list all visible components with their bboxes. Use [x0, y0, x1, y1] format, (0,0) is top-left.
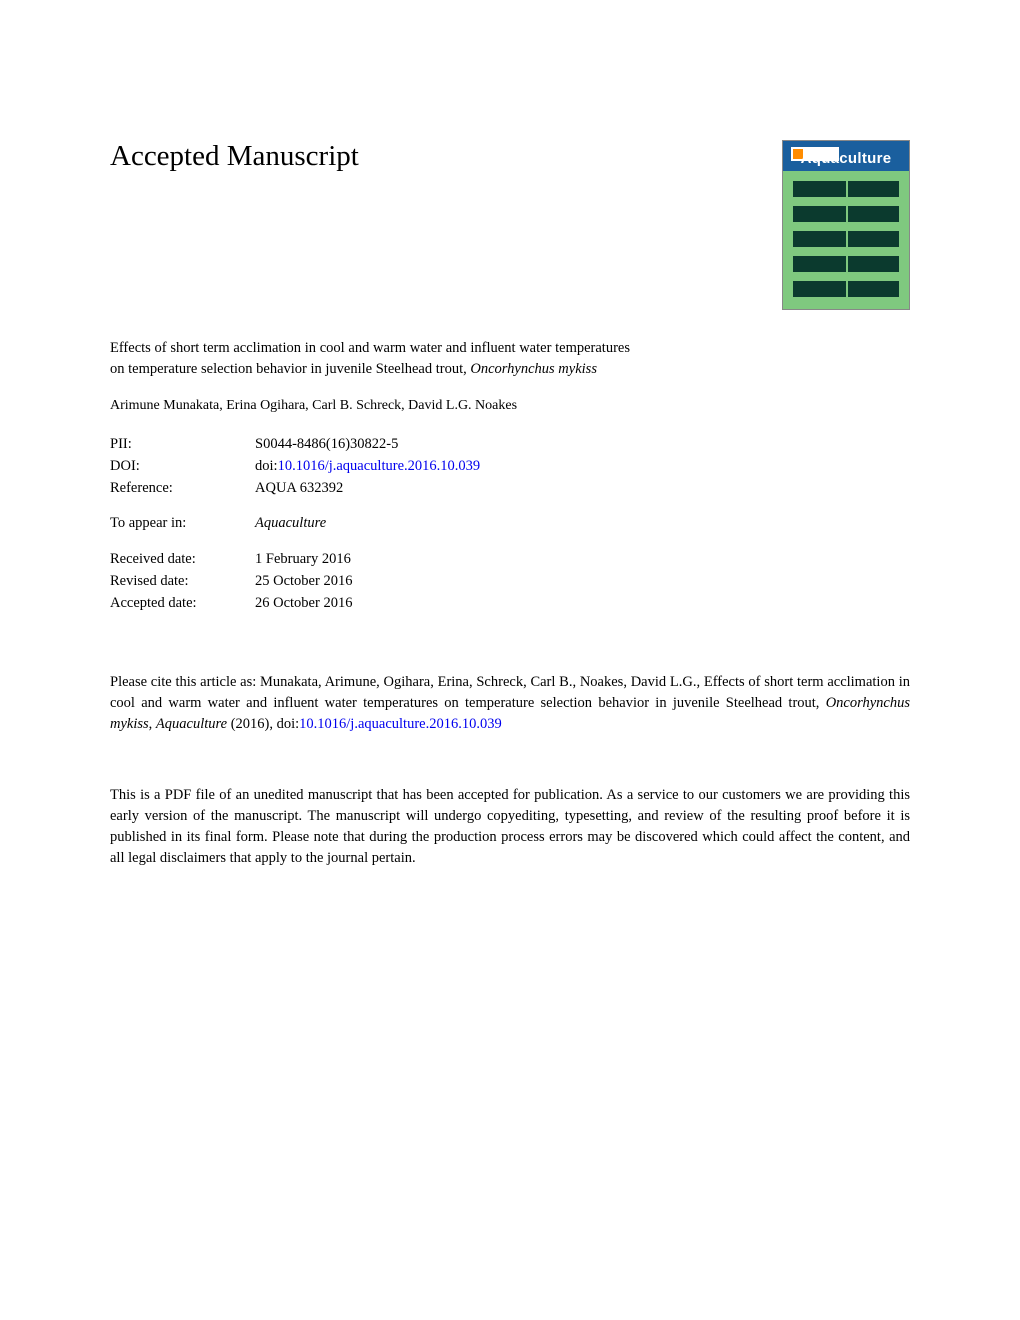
meta-row-received: Received date: 1 February 2016 [110, 549, 910, 571]
article-title: Effects of short term acclimation in coo… [110, 338, 630, 380]
metadata-table: PII: S0044-8486(16)30822-5 DOI: doi:10.1… [110, 434, 910, 614]
citation-block: Please cite this article as: Munakata, A… [110, 672, 910, 735]
citation-prefix: Please cite this article as: Munakata, A… [110, 674, 910, 711]
journal-name: Aquaculture [783, 150, 909, 167]
pii-label: PII: [110, 434, 255, 456]
reference-value: AQUA 632392 [255, 478, 910, 500]
accepted-value: 26 October 2016 [255, 593, 910, 615]
accepted-label: Accepted date: [110, 593, 255, 615]
meta-row-doi: DOI: doi:10.1016/j.aquaculture.2016.10.0… [110, 456, 910, 478]
doi-label: DOI: [110, 456, 255, 478]
doi-prefix: doi: [255, 458, 278, 474]
authors: Arimune Munakata, Erina Ogihara, Carl B.… [110, 398, 910, 414]
meta-row-accepted: Accepted date: 26 October 2016 [110, 593, 910, 615]
disclaimer-text: This is a PDF file of an unedited manusc… [110, 785, 910, 869]
revised-label: Revised date: [110, 571, 255, 593]
header-row: Accepted Manuscript Aquaculture [110, 140, 910, 310]
cover-pattern [793, 179, 899, 299]
citation-year: (2016), doi: [227, 716, 299, 732]
species-name: Oncorhynchus mykiss [470, 361, 597, 377]
received-label: Received date: [110, 549, 255, 571]
citation-doi-link[interactable]: 10.1016/j.aquaculture.2016.10.039 [299, 716, 502, 732]
journal-cover: Aquaculture [782, 140, 910, 310]
citation-mid: , [149, 716, 156, 732]
journal-cover-title: Aquaculture [783, 147, 909, 167]
appear-value: Aquaculture [255, 513, 910, 535]
meta-row-pii: PII: S0044-8486(16)30822-5 [110, 434, 910, 456]
meta-row-reference: Reference: AQUA 632392 [110, 478, 910, 500]
appear-label: To appear in: [110, 513, 255, 535]
reference-label: Reference: [110, 478, 255, 500]
meta-row-revised: Revised date: 25 October 2016 [110, 571, 910, 593]
revised-value: 25 October 2016 [255, 571, 910, 593]
appear-journal: Aquaculture [255, 515, 326, 531]
doi-value: doi:10.1016/j.aquaculture.2016.10.039 [255, 456, 910, 478]
meta-row-appear: To appear in: Aquaculture [110, 513, 910, 535]
received-value: 1 February 2016 [255, 549, 910, 571]
doi-link[interactable]: 10.1016/j.aquaculture.2016.10.039 [278, 458, 481, 474]
page-heading: Accepted Manuscript [110, 140, 359, 173]
pii-value: S0044-8486(16)30822-5 [255, 434, 910, 456]
citation-journal: Aquaculture [156, 716, 227, 732]
